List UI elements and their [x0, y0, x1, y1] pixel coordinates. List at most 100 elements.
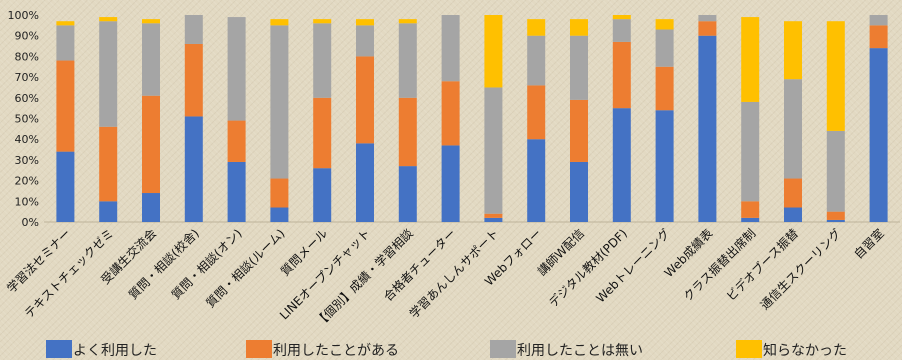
bar-segment-2 [655, 66, 674, 111]
bar-segment-3 [398, 23, 417, 98]
bar-segment-1 [398, 166, 417, 222]
bar-segment-4 [142, 19, 160, 24]
bar-segment-4 [99, 17, 118, 22]
bar-segment-3 [784, 79, 802, 179]
y-tick-label: 40% [15, 133, 39, 146]
y-tick-label: 80% [15, 50, 39, 63]
bar-segment-2 [698, 21, 717, 36]
bar-segment-4 [527, 19, 546, 36]
bar-segment-1 [784, 207, 802, 222]
bar-segment-2 [484, 213, 503, 218]
legend-swatch [46, 340, 72, 358]
y-tick-label: 90% [15, 30, 39, 43]
legend-swatch [246, 340, 272, 358]
bar-segment-2 [527, 85, 546, 140]
bar-segment-2 [441, 81, 460, 146]
y-tick-label: 70% [15, 71, 39, 84]
bar-segment-3 [484, 87, 503, 214]
bar-segment-2 [99, 126, 118, 202]
bar-segment-3 [441, 15, 460, 82]
bar-segment-1 [741, 217, 760, 222]
bar-segment-1 [826, 219, 845, 222]
bar-segment-2 [612, 41, 631, 109]
bar-segment-1 [527, 139, 546, 222]
bar-segment-4 [313, 19, 332, 24]
category-label: 自習室 [851, 226, 887, 262]
bar-segment-2 [570, 99, 588, 162]
bar-segment-3 [356, 25, 374, 57]
bar-segment-2 [826, 211, 845, 220]
legend-label: 知らなかった [763, 342, 847, 359]
category-label: 質問・相談(オン) [168, 226, 245, 303]
bar-segment-3 [313, 23, 332, 98]
legend-label: 利用したことがある [273, 343, 399, 359]
bar-segment-4 [570, 19, 588, 36]
legend-label: よく利用した [73, 343, 157, 359]
bar-segment-1 [869, 48, 888, 223]
bar-segment-2 [313, 97, 332, 169]
category-label: Webトレーニング [593, 226, 672, 305]
bar-segment-1 [612, 108, 631, 222]
bar-segment-4 [484, 15, 503, 88]
bar-segment-4 [784, 21, 802, 80]
legend-swatch [736, 340, 762, 358]
y-tick-label: 0% [22, 216, 39, 229]
bar-segment-1 [142, 193, 160, 222]
bar-segment-3 [142, 23, 160, 96]
category-label: 通信生スクーリング [758, 226, 844, 312]
bar-segment-3 [869, 15, 888, 26]
y-tick-label: 20% [15, 175, 39, 188]
bar-segment-4 [655, 19, 674, 30]
legend-label: 利用したことは無い [517, 343, 643, 359]
bar-segment-1 [56, 151, 75, 222]
y-tick-label: 10% [15, 195, 39, 208]
bar-segment-1 [441, 145, 460, 222]
bar-segment-2 [741, 201, 760, 218]
y-tick-label: 50% [15, 113, 39, 126]
bar-segment-1 [484, 217, 503, 222]
bar-segment-3 [184, 15, 203, 44]
bar-segment-4 [398, 19, 417, 24]
bar-segment-2 [56, 60, 75, 152]
bar-segment-1 [270, 207, 289, 222]
y-tick-label: 30% [15, 154, 39, 167]
bar-segment-2 [270, 178, 289, 208]
bar-segment-4 [270, 19, 289, 26]
bar-segment-2 [784, 178, 802, 208]
bar-segment-2 [184, 43, 203, 117]
bar-segment-3 [227, 17, 246, 121]
bar-segment-2 [227, 120, 246, 162]
bar-segment-3 [612, 19, 631, 42]
bar-segment-4 [826, 21, 845, 131]
category-label: 質問・相談(ルーム) [203, 226, 288, 311]
bar-segment-3 [570, 35, 588, 100]
category-label: ビデオブース振替 [723, 226, 801, 304]
y-tick-label: 60% [15, 92, 39, 105]
category-label: 質問・相談(校舎) [125, 226, 202, 303]
legend-swatch [490, 340, 516, 358]
bar-segment-1 [313, 168, 332, 222]
bar-segment-3 [99, 21, 118, 127]
bar-segment-4 [56, 21, 75, 26]
bar-segment-3 [826, 130, 845, 212]
bar-segment-3 [741, 101, 760, 202]
bar-segment-3 [56, 25, 75, 61]
category-label: デジタル教材(PDF) [545, 226, 630, 311]
bar-segment-1 [655, 110, 674, 222]
bar-segment-2 [356, 56, 374, 144]
bar-segment-2 [398, 97, 417, 167]
bar-segment-2 [142, 95, 160, 194]
bar-segment-1 [184, 116, 203, 222]
category-label: 合格者チューター [380, 226, 458, 304]
bar-segment-4 [612, 15, 631, 20]
bar-segment-1 [227, 161, 246, 222]
bar-segment-4 [741, 17, 760, 102]
bar-segment-3 [270, 25, 289, 179]
bar-segment-1 [99, 201, 118, 222]
bar-segment-3 [698, 15, 717, 22]
bar-segment-3 [527, 35, 546, 86]
bar-segment-2 [869, 25, 888, 49]
bar-segment-1 [570, 161, 588, 222]
category-label: クラス振替出席制 [680, 226, 758, 304]
